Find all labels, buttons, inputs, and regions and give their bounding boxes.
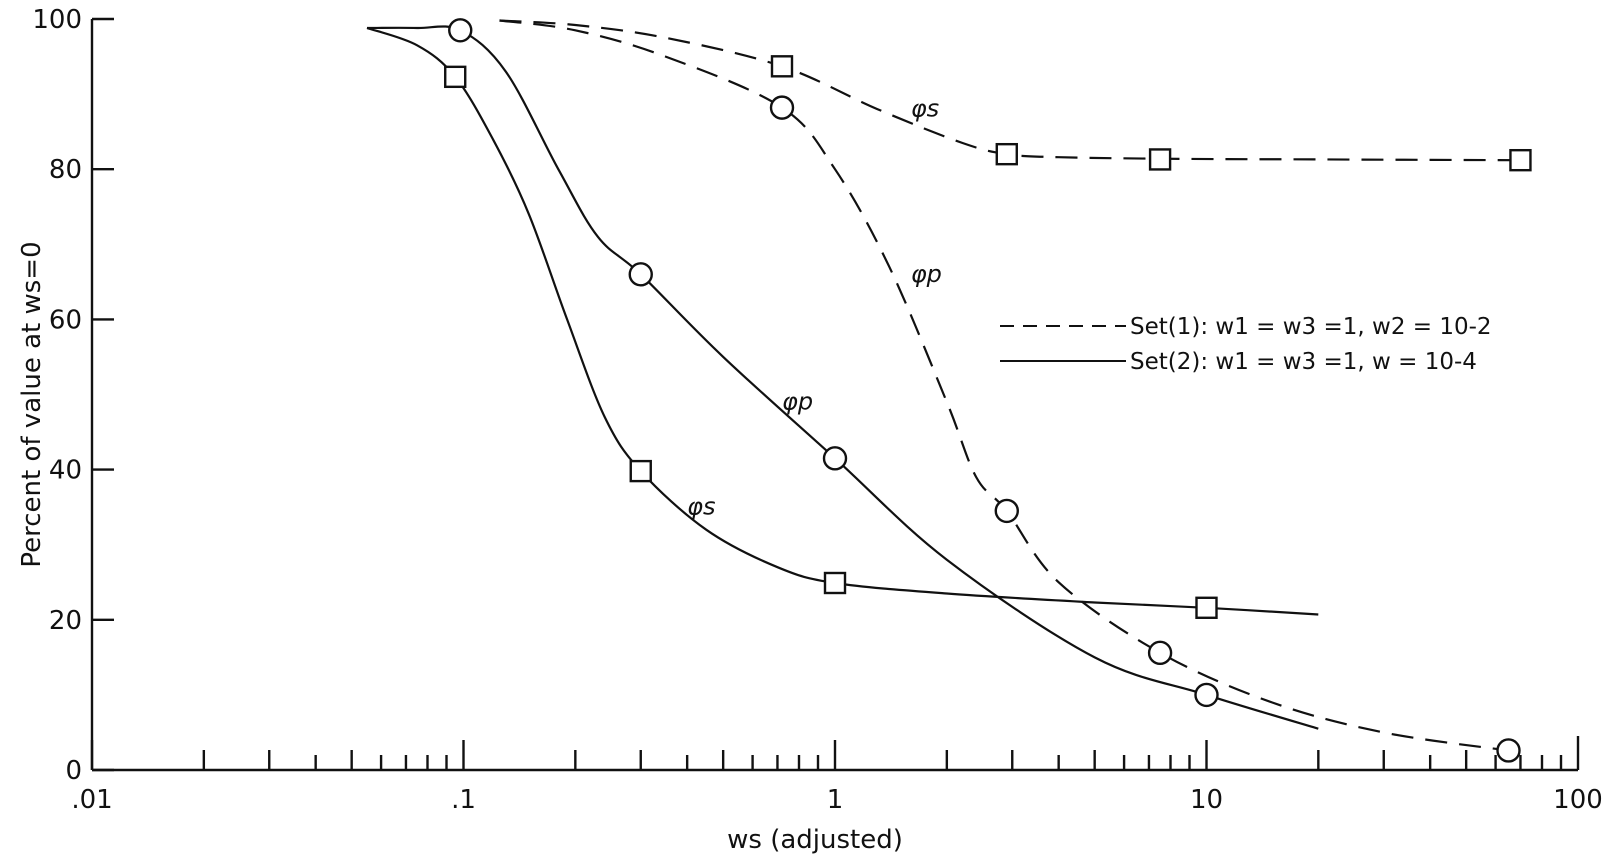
legend-entry: Set(1): w1 = w3 =1, w2 = 10-2: [1130, 314, 1492, 340]
x-tick-label: 10: [1190, 785, 1223, 815]
x-axis-title: ws (adjusted): [727, 825, 903, 855]
square-marker: [1195, 596, 1218, 619]
y-tick-label: 20: [49, 606, 82, 636]
x-tick-label: 1: [827, 785, 844, 815]
curve-label: φs: [687, 493, 715, 521]
circle-marker: [628, 262, 653, 287]
x-tick-label: 100: [1553, 785, 1603, 815]
curve-labels: φs φp φp φs: [687, 95, 942, 521]
circle-marker: [822, 446, 848, 471]
square-marker: [1148, 148, 1172, 171]
y-tick-label: 40: [49, 456, 82, 486]
square-marker: [995, 142, 1018, 166]
curve-label: φp: [782, 388, 813, 416]
circle-marker: [994, 498, 1019, 524]
circle-marker: [1194, 682, 1219, 708]
series-line-1: [499, 19, 1521, 162]
square-marker: [629, 459, 652, 483]
y-tick-label: 100: [32, 5, 82, 35]
x-tick-label: .01: [71, 785, 112, 815]
legend: Set(1): w1 = w3 =1, w2 = 10-2 Set(2): w1 …: [1000, 314, 1492, 375]
legend-entry: Set(2): w1 = w3 =1, w = 10-4: [1130, 349, 1477, 375]
x-tick-label: .1: [451, 785, 476, 815]
y-axis-title: Percent of value at ws=0: [17, 241, 47, 567]
axes: .01 .1 1 10 100 0 20 40 60 80 100 ws (adjusted) Perc…: [17, 5, 1603, 855]
series-line-2: [499, 19, 1509, 752]
circle-marker: [1496, 738, 1521, 763]
y-tick-label: 60: [49, 305, 82, 335]
series-line-4: [366, 25, 1319, 730]
y-tick-label: 0: [65, 756, 82, 786]
curves: [366, 19, 1521, 752]
curve-label: φs: [911, 95, 939, 123]
circle-marker: [1147, 640, 1173, 666]
circle-marker: [769, 95, 795, 120]
square-marker: [770, 55, 794, 78]
square-marker: [1509, 148, 1532, 172]
square-marker: [444, 65, 467, 89]
circle-marker: [448, 18, 473, 43]
square-marker: [823, 571, 847, 595]
markers: [444, 18, 1532, 763]
series-line-3: [366, 26, 1319, 616]
curve-label: φp: [911, 260, 942, 288]
y-tick-label: 80: [49, 155, 82, 185]
